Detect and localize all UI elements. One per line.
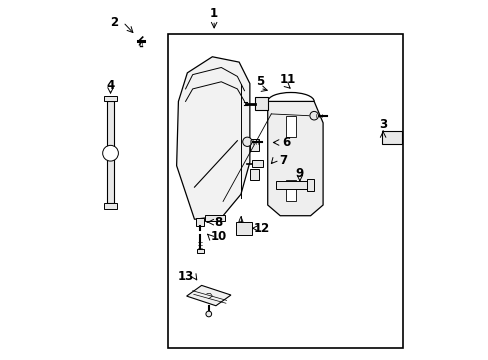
Circle shape — [242, 137, 251, 147]
Text: 6: 6 — [282, 136, 290, 149]
Text: 4: 4 — [106, 79, 114, 92]
Text: 5: 5 — [256, 75, 264, 88]
Text: 3: 3 — [378, 118, 386, 131]
Bar — [249, 139, 258, 152]
Polygon shape — [104, 203, 116, 208]
Text: 13: 13 — [177, 270, 193, 283]
Polygon shape — [238, 216, 243, 222]
Circle shape — [309, 111, 318, 120]
Circle shape — [205, 311, 211, 317]
Polygon shape — [107, 102, 114, 203]
Text: 11: 11 — [279, 73, 295, 86]
Bar — [285, 116, 296, 137]
Polygon shape — [176, 57, 249, 219]
Bar — [205, 215, 224, 221]
FancyBboxPatch shape — [196, 249, 203, 253]
Bar — [252, 159, 263, 167]
Bar — [285, 180, 296, 202]
Bar — [235, 222, 251, 235]
Bar — [254, 97, 267, 111]
Text: 9: 9 — [295, 167, 304, 180]
Polygon shape — [186, 285, 230, 306]
Text: 2: 2 — [110, 15, 118, 28]
Bar — [275, 181, 307, 189]
Polygon shape — [104, 96, 116, 102]
Text: 7: 7 — [279, 154, 286, 167]
Bar — [381, 131, 401, 144]
Text: 1: 1 — [210, 8, 218, 21]
Bar — [167, 33, 403, 348]
Text: 10: 10 — [210, 230, 226, 243]
Text: 8: 8 — [214, 216, 223, 229]
Bar — [196, 217, 203, 226]
Circle shape — [102, 145, 118, 161]
Bar — [307, 179, 313, 191]
Text: 12: 12 — [253, 222, 269, 235]
Polygon shape — [267, 102, 323, 216]
Bar — [249, 169, 258, 180]
